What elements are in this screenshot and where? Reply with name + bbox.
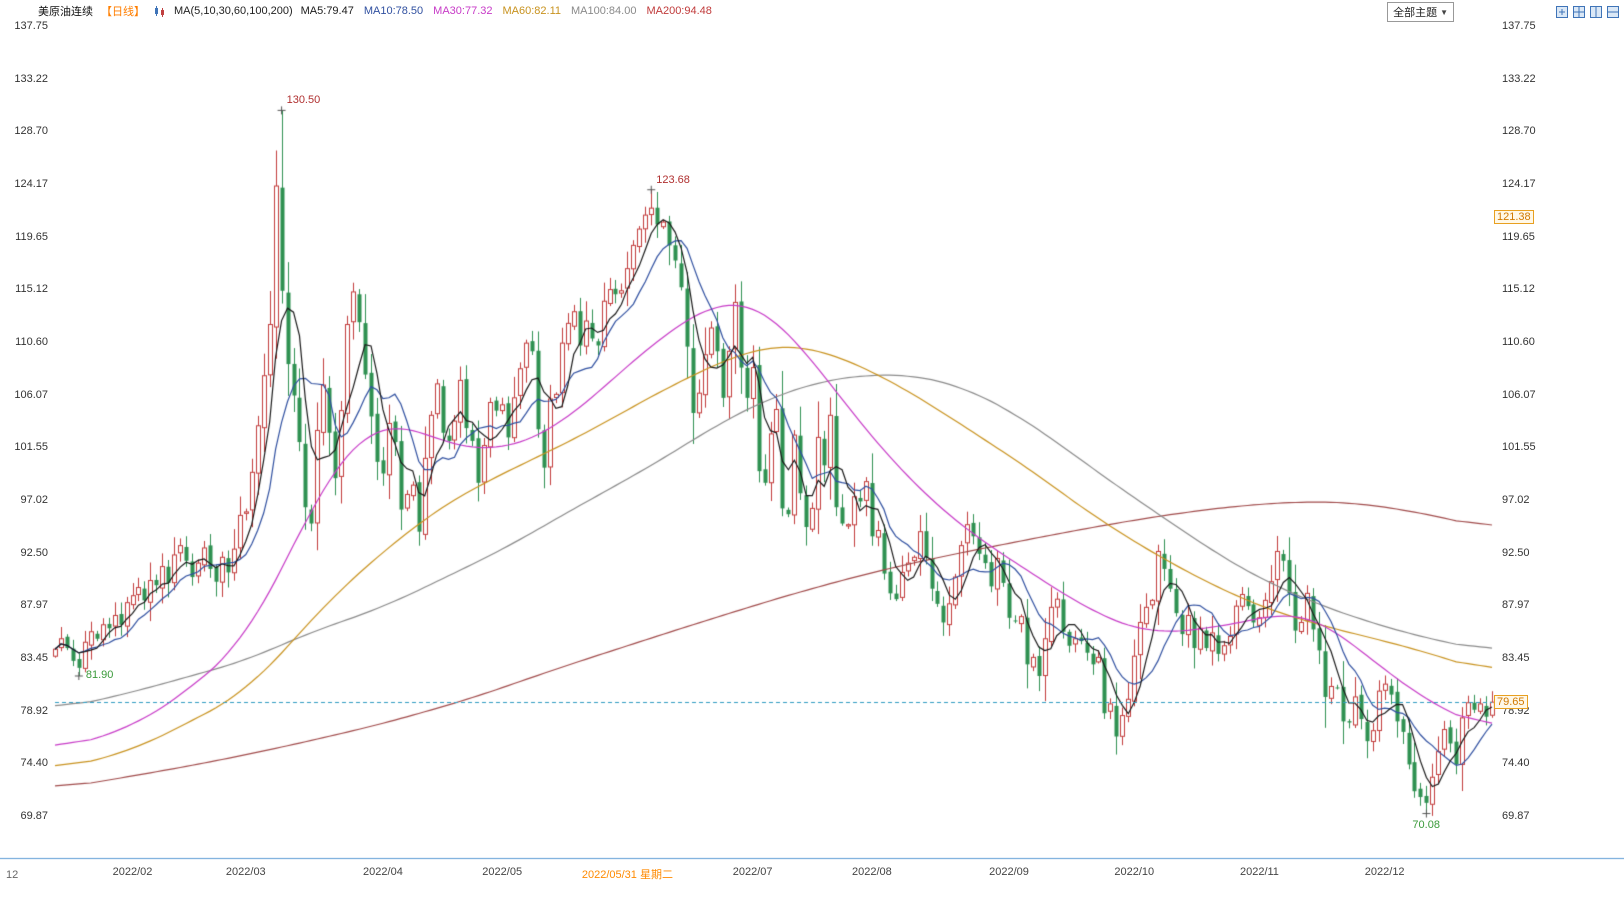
symbol-title: 美原油连续 [38, 6, 93, 18]
ma-legend-item[interactable]: MA200:94.48 [646, 5, 712, 17]
caret-down-icon: ▼ [1440, 7, 1448, 17]
indicator-icon[interactable] [153, 5, 166, 18]
chart-header: 美原油连续 【日线】 MA(5,10,30,60,100,200) MA5:79… [38, 3, 722, 19]
layout-vertical-split-icon[interactable] [1589, 5, 1603, 19]
ma-legend: MA5:79.47 MA10:78.50 MA30:77.32 MA60:82.11 M… [301, 5, 722, 17]
ma-group-label: MA(5,10,30,60,100,200) [174, 5, 293, 17]
all-themes-button[interactable]: 全部主题 ▼ [1387, 2, 1454, 22]
ma-legend-item[interactable]: MA30:77.32 [433, 5, 493, 17]
layout-single-icon[interactable] [1555, 5, 1569, 19]
layout-grid-icon[interactable] [1572, 5, 1586, 19]
period-label[interactable]: 【日线】 [101, 6, 145, 18]
ma-legend-item[interactable]: MA10:78.50 [363, 5, 424, 17]
ma-legend-item[interactable]: MA100:84.00 [571, 5, 637, 17]
layout-horizontal-split-icon[interactable] [1606, 5, 1620, 19]
ma-legend-item[interactable]: MA5:79.47 [300, 5, 354, 17]
all-themes-label: 全部主题 [1393, 7, 1438, 19]
layout-icons [1555, 5, 1620, 19]
toolbar: 全部主题 ▼ [1387, 2, 1620, 22]
ma-legend-item[interactable]: MA60:82.11 [502, 5, 562, 17]
